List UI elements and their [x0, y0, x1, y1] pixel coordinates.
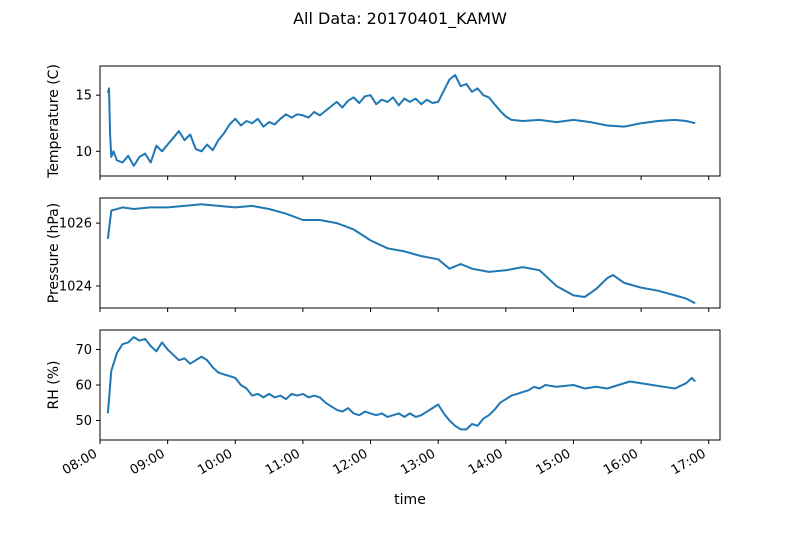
y-tick-label: 60 [75, 379, 92, 394]
y-axis-label: Temperature (C) [46, 64, 62, 179]
y-axis-label: Pressure (hPa) [46, 203, 62, 303]
x-tick-label: 15:00 [534, 446, 574, 478]
axes-frame [99, 197, 721, 309]
data-series-line [106, 74, 696, 167]
x-axis-label: time [394, 492, 426, 508]
x-tick-label: 14:00 [466, 446, 506, 478]
data-series-line [106, 203, 696, 305]
x-tick-label: 16:00 [601, 446, 641, 478]
y-tick-label: 70 [75, 343, 92, 358]
y-tick-label: 1026 [59, 217, 92, 232]
y-tick-label: 15 [75, 89, 92, 104]
x-tick-label: 17:00 [669, 446, 709, 478]
y-axis-label: RH (%) [46, 361, 62, 410]
subplot-1: 10 15 Temperature (C) [46, 64, 721, 180]
x-tick-label: 10:00 [195, 446, 235, 478]
axes-frame [99, 65, 721, 177]
figure-title: All Data: 20170401_KAMW [293, 9, 507, 29]
x-tick-label: 09:00 [128, 446, 168, 478]
subplot-3: 50 60 70 08:00 09:00 10:00 11:00 12:00 13:00 14:0… [46, 329, 721, 478]
y-tick-label: 50 [75, 414, 92, 429]
x-tick-label: 13:00 [398, 446, 438, 478]
y-tick-label: 1024 [59, 280, 92, 295]
x-tick-label: 11:00 [263, 446, 303, 478]
data-series-line [106, 336, 696, 431]
x-tick-label: 12:00 [331, 446, 371, 478]
axes-frame [99, 329, 721, 441]
y-tick-label: 10 [75, 145, 92, 160]
x-tick-label: 08:00 [60, 446, 100, 478]
